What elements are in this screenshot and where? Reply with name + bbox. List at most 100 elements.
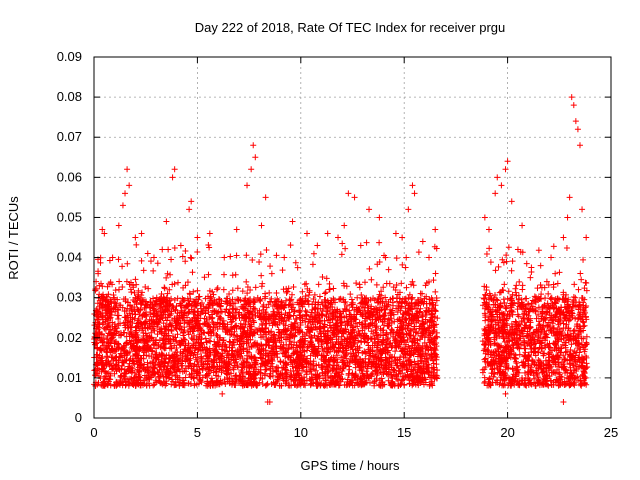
data-point xyxy=(133,241,140,248)
data-point xyxy=(252,354,259,361)
data-point xyxy=(347,291,354,298)
data-point xyxy=(408,281,415,288)
data-point xyxy=(321,290,328,297)
data-point xyxy=(353,280,360,287)
data-point xyxy=(361,279,368,286)
data-point xyxy=(214,285,221,292)
data-point xyxy=(111,295,118,302)
data-point xyxy=(168,256,175,263)
data-point xyxy=(115,286,122,293)
data-point xyxy=(537,281,544,288)
data-point xyxy=(273,252,280,259)
data-point xyxy=(168,344,175,351)
data-point xyxy=(132,276,139,283)
data-point xyxy=(354,294,361,301)
data-point xyxy=(554,280,561,287)
data-point xyxy=(373,281,380,288)
data-point xyxy=(386,280,393,287)
data-point xyxy=(523,260,530,267)
data-point xyxy=(163,274,170,281)
data-point xyxy=(187,254,194,261)
data-point xyxy=(198,309,205,316)
data-points xyxy=(91,94,591,405)
data-point xyxy=(226,309,233,316)
data-point xyxy=(119,283,126,290)
data-point xyxy=(173,325,180,332)
data-point xyxy=(171,244,178,251)
data-point xyxy=(323,275,330,282)
data-point xyxy=(116,278,123,285)
data-point xyxy=(220,286,227,293)
data-point xyxy=(307,338,314,345)
data-point xyxy=(194,287,201,294)
data-point xyxy=(232,271,239,278)
data-point xyxy=(339,240,346,247)
data-point xyxy=(319,274,326,281)
data-point xyxy=(487,259,494,266)
data-point xyxy=(140,267,147,274)
data-point xyxy=(393,255,400,262)
data-point xyxy=(207,338,214,345)
data-point xyxy=(385,323,392,330)
data-point xyxy=(303,308,310,315)
data-point xyxy=(516,278,523,285)
data-point xyxy=(154,260,161,267)
data-point xyxy=(402,264,409,271)
data-point xyxy=(273,289,280,296)
data-point xyxy=(161,285,168,292)
data-point xyxy=(363,239,370,246)
data-point xyxy=(326,286,333,293)
data-point xyxy=(299,288,306,295)
data-point xyxy=(167,271,174,278)
data-point xyxy=(356,284,363,291)
chart-title: Day 222 of 2018, Rate Of TEC Index for r… xyxy=(195,20,505,35)
data-point xyxy=(512,285,519,292)
data-point xyxy=(575,286,582,293)
data-point xyxy=(368,276,375,283)
data-point xyxy=(139,289,146,296)
data-point xyxy=(302,307,309,314)
data-point xyxy=(315,281,322,288)
data-point xyxy=(393,376,400,383)
data-point xyxy=(392,348,399,355)
data-point xyxy=(194,248,201,255)
data-point xyxy=(106,257,113,264)
data-point xyxy=(345,370,352,377)
data-point xyxy=(252,284,259,291)
data-point xyxy=(483,251,490,258)
data-point xyxy=(500,259,507,266)
data-point xyxy=(221,271,228,278)
data-point xyxy=(330,285,337,292)
data-point xyxy=(486,245,493,252)
data-point xyxy=(432,288,439,295)
data-point xyxy=(410,282,417,289)
data-point xyxy=(509,308,516,315)
data-point xyxy=(338,251,345,258)
data-point xyxy=(263,304,270,311)
data-point xyxy=(409,278,416,285)
data-point xyxy=(309,261,316,268)
data-point xyxy=(147,258,154,265)
data-point xyxy=(119,263,126,270)
data-point xyxy=(257,251,264,258)
data-point xyxy=(138,257,145,264)
data-point xyxy=(417,290,424,297)
data-point xyxy=(303,280,310,287)
data-point xyxy=(175,279,182,286)
data-point xyxy=(201,274,208,281)
data-point xyxy=(202,335,209,342)
data-point xyxy=(243,278,250,285)
data-point xyxy=(114,296,121,303)
data-point xyxy=(415,249,422,256)
data-point xyxy=(376,239,383,246)
data-point xyxy=(403,284,410,291)
data-point xyxy=(266,289,273,296)
data-point xyxy=(263,247,270,254)
data-point xyxy=(92,286,99,293)
data-point xyxy=(279,267,286,274)
data-point xyxy=(216,336,223,343)
data-point xyxy=(326,280,333,287)
data-point xyxy=(432,270,439,277)
data-point xyxy=(155,373,162,380)
